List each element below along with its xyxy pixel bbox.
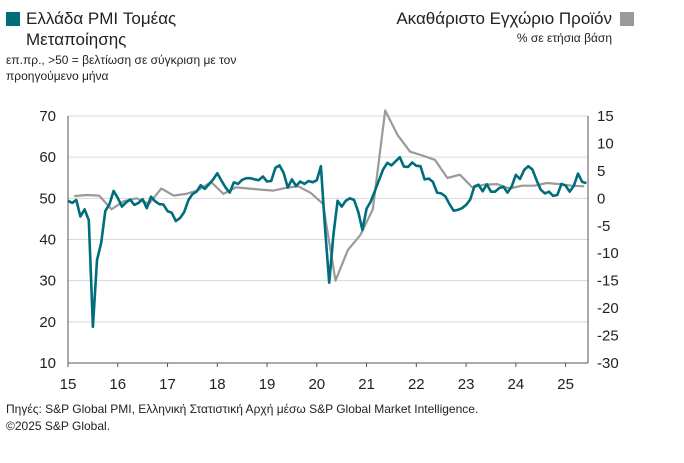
x-axis-tick-label: 20 [308,376,325,393]
x-axis-tick-label: 17 [159,376,176,393]
gdp-legend-note: % σε ετήσια βάση [516,31,612,45]
right-axis-tick-label: 0 [597,190,605,207]
legend-pmi: Ελλάδα PMI Τομέας Μεταποίησης επ.πρ., >5… [6,8,306,84]
x-axis-tick-label: 23 [458,376,475,393]
x-axis-tick-label: 16 [109,376,126,393]
right-axis-tick-label: -30 [597,355,619,372]
x-axis-tick-label: 21 [358,376,375,393]
right-axis-tick-label: -25 [597,328,619,345]
gdp-legend-title: Ακαθάριστο Εγχώριο Προϊόν [396,9,612,28]
x-axis-tick-label: 15 [60,376,77,393]
gdp-legend-swatch [620,12,634,26]
x-axis-tick-label: 18 [209,376,226,393]
left-axis-tick-label: 50 [39,190,56,207]
right-axis-tick-label: -5 [597,218,610,235]
x-axis-tick-label: 24 [508,376,525,393]
left-axis-tick-label: 30 [39,273,56,290]
left-axis-tick-label: 60 [39,149,56,166]
source-note: Πηγές: S&P Global PMI, Ελληνική Στατιστι… [6,402,479,416]
x-axis-tick-label: 25 [557,376,574,393]
pmi-legend-title: Ελλάδα PMI Τομέας Μεταποίησης [26,9,177,49]
right-axis-tick-label: 5 [597,163,605,180]
right-axis-tick-label: -10 [597,245,619,262]
chart-footer: Πηγές: S&P Global PMI, Ελληνική Στατιστι… [6,401,646,435]
left-axis-tick-label: 70 [39,108,56,125]
pmi-series-line [67,155,587,329]
right-axis-tick-label: -20 [597,300,619,317]
x-axis-tick-label: 22 [408,376,425,393]
right-axis-tick-label: 10 [597,135,614,152]
left-axis-tick-label: 40 [39,232,56,249]
pmi-legend-swatch [6,12,20,26]
gdp-series-line [74,109,585,282]
left-axis-tick-label: 20 [39,314,56,331]
legend-gdp: Ακαθάριστο Εγχώριο Προϊόν % σε ετήσια βά… [304,8,634,46]
left-axis-tick-label: 10 [39,355,56,372]
x-axis-tick-label: 19 [259,376,276,393]
pmi-legend-note: επ.πρ., >50 = βελτίωση σε σύγκριση με το… [6,53,237,83]
right-axis-tick-label: 15 [597,108,614,125]
right-axis-tick-label: -15 [597,273,619,290]
copyright-note: ©2025 S&P Global. [6,419,111,433]
